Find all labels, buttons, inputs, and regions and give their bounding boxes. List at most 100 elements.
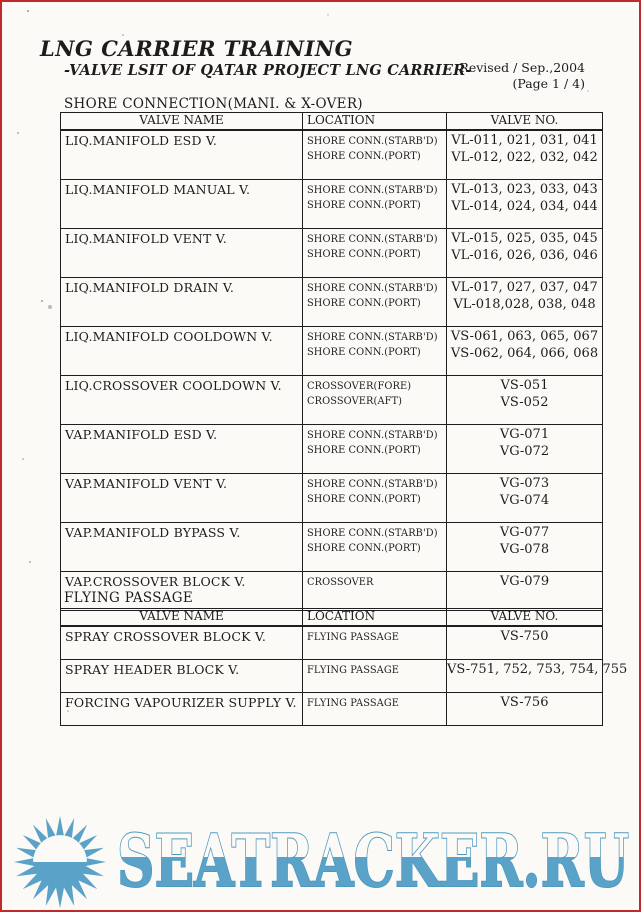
- location-line: SHORE CONN.(STARB'D): [307, 283, 438, 294]
- valve-no-cell: VG-077 VG-078: [446, 522, 603, 572]
- location-cell: SHORE CONN.(STARB'D) SHORE CONN.(PORT): [302, 522, 447, 572]
- scan-noise: [27, 10, 29, 12]
- valve-name-cell: LIQ.MANIFOLD ESD V.: [60, 129, 303, 180]
- valve-name-cell: VAP.CROSSOVER BLOCK V.: [60, 571, 303, 611]
- table-row: VAP.MANIFOLD BYPASS V. SHORE CONN.(STARB…: [60, 522, 603, 572]
- location-line: FLYING PASSAGE: [307, 665, 399, 676]
- location-line: CROSSOVER: [307, 577, 374, 588]
- valve-name-cell: FORCING VAPOURIZER SUPPLY V.: [60, 692, 303, 726]
- table-row: VAP.CROSSOVER BLOCK V. CROSSOVER VG-079: [60, 571, 603, 611]
- valve-no-line: VG-079: [499, 574, 550, 589]
- revision-block: Revised / Sep.,2004 (Page 1 / 4): [459, 60, 585, 92]
- revised-date: Revised / Sep.,2004: [459, 60, 585, 75]
- table-header-row: VALVE NAME LOCATION VALVE NO.: [60, 112, 603, 131]
- column-header-valve-no: VALVE NO.: [446, 608, 603, 627]
- table-row: LIQ.MANIFOLD DRAIN V. SHORE CONN.(STARB'…: [60, 277, 603, 327]
- table-row: SPRAY HEADER BLOCK V. FLYING PASSAGE VS-…: [60, 659, 627, 693]
- location-line: SHORE CONN.(STARB'D): [307, 479, 438, 490]
- location-cell: SHORE CONN.(STARB'D) SHORE CONN.(PORT): [302, 473, 447, 523]
- location-line: CROSSOVER(AFT): [307, 396, 403, 407]
- section-heading-shore-connection: SHORE CONNECTION(MANI. & X-OVER): [64, 96, 363, 112]
- location-cell: SHORE CONN.(STARB'D) SHORE CONN.(PORT): [302, 228, 447, 278]
- valve-no-cell: VS-051 VS-052: [446, 375, 603, 425]
- location-line: FLYING PASSAGE: [307, 632, 399, 643]
- sun-logo-icon: [13, 815, 107, 909]
- location-line: SHORE CONN.(STARB'D): [307, 430, 438, 441]
- valve-no-cell: VS-061, 063, 065, 067 VS-062, 064, 066, 0…: [446, 326, 603, 376]
- valve-no-line: VL-016, 026, 036, 046: [451, 247, 598, 263]
- valve-no-cell: VS-750: [446, 625, 603, 660]
- column-header-valve-name: VALVE NAME: [60, 608, 303, 627]
- location-line: SHORE CONN.(PORT): [307, 200, 421, 211]
- table-row: LIQ.MANIFOLD MANUAL V. SHORE CONN.(STARB…: [60, 179, 603, 229]
- location-cell: CROSSOVER(FORE) CROSSOVER(AFT): [302, 375, 447, 425]
- valve-no-line: VS-062, 064, 066, 068: [450, 345, 599, 361]
- column-header-valve-no: VALVE NO.: [446, 112, 603, 131]
- location-cell: SHORE CONN.(STARB'D) SHORE CONN.(PORT): [302, 326, 447, 376]
- location-line: SHORE CONN.(STARB'D): [307, 185, 438, 196]
- valve-name-cell: VAP.MANIFOLD VENT V.: [60, 473, 303, 523]
- location-cell: CROSSOVER: [302, 571, 447, 611]
- valve-name-cell: LIQ.MANIFOLD COOLDOWN V.: [60, 326, 303, 376]
- location-cell: FLYING PASSAGE: [302, 659, 447, 693]
- document-title: LNG CARRIER TRAINING: [40, 36, 354, 61]
- valve-no-line: VS-756: [500, 695, 549, 710]
- location-cell: SHORE CONN.(STARB'D) SHORE CONN.(PORT): [302, 179, 447, 229]
- valve-no-line: VG-074: [499, 492, 550, 508]
- watermark-text: SEATRACKER.RU: [117, 818, 629, 903]
- location-cell: FLYING PASSAGE: [302, 625, 447, 660]
- valve-name-cell: LIQ.MANIFOLD MANUAL V.: [60, 179, 303, 229]
- table-row: LIQ.CROSSOVER COOLDOWN V. CROSSOVER(FORE…: [60, 375, 603, 425]
- table-row: VAP.MANIFOLD ESD V. SHORE CONN.(STARB'D)…: [60, 424, 603, 474]
- valve-no-line: VG-071: [499, 427, 550, 442]
- location-line: SHORE CONN.(STARB'D): [307, 136, 438, 147]
- seatracker-watermark: SEATRACKER.RU: [4, 814, 637, 910]
- location-line: SHORE CONN.(STARB'D): [307, 234, 438, 245]
- valve-no-line: VL-014, 024, 034, 044: [451, 198, 598, 214]
- valve-no-line: VL-011, 021, 031, 041: [451, 133, 598, 148]
- valve-no-line: VL-012, 022, 032, 042: [451, 149, 598, 165]
- location-line: SHORE CONN.(PORT): [307, 494, 421, 505]
- location-line: SHORE CONN.(PORT): [307, 249, 421, 260]
- valve-no-line: VL-018,028, 038, 048: [453, 296, 596, 312]
- column-header-location: LOCATION: [302, 608, 447, 627]
- column-header-location: LOCATION: [302, 112, 447, 131]
- valve-no-cell: VL-017, 027, 037, 047 VL-018,028, 038, 04…: [446, 277, 603, 327]
- valve-name-cell: SPRAY CROSSOVER BLOCK V.: [60, 625, 303, 660]
- valve-table-1: VALVE NAME LOCATION VALVE NO. LIQ.MANIFO…: [60, 112, 603, 611]
- valve-no-line: VG-073: [499, 476, 550, 491]
- valve-no-line: VS-750: [500, 629, 549, 644]
- location-line: SHORE CONN.(STARB'D): [307, 528, 438, 539]
- column-header-valve-name: VALVE NAME: [60, 112, 303, 131]
- valve-no-line: VS-061, 063, 065, 067: [450, 329, 599, 344]
- valve-no-line: VG-078: [499, 541, 550, 557]
- valve-no-cell: VS-756: [446, 692, 603, 726]
- valve-name-cell: LIQ.MANIFOLD DRAIN V.: [60, 277, 303, 327]
- valve-no-line: VG-077: [499, 525, 550, 540]
- section-heading-flying-passage: FLYING PASSAGE: [64, 590, 194, 606]
- valve-no-line: VL-017, 027, 037, 047: [451, 280, 598, 295]
- valve-name-cell: VAP.MANIFOLD BYPASS V.: [60, 522, 303, 572]
- page-number: (Page 1 / 4): [512, 76, 586, 91]
- valve-no-line: VG-072: [499, 443, 550, 459]
- table-row: VAP.MANIFOLD VENT V. SHORE CONN.(STARB'D…: [60, 473, 603, 523]
- valve-no-cell: VG-079: [446, 571, 603, 611]
- valve-no-cell: VG-071 VG-072: [446, 424, 603, 474]
- sun-dome: [33, 835, 87, 862]
- valve-name-cell: SPRAY HEADER BLOCK V.: [60, 659, 303, 693]
- valve-name-cell: LIQ.CROSSOVER COOLDOWN V.: [60, 375, 303, 425]
- location-cell: SHORE CONN.(STARB'D) SHORE CONN.(PORT): [302, 424, 447, 474]
- location-cell: SHORE CONN.(STARB'D) SHORE CONN.(PORT): [302, 277, 447, 327]
- watermark-text-svg: SEATRACKER.RU: [116, 818, 630, 904]
- location-line: SHORE CONN.(STARB'D): [307, 332, 438, 343]
- location-cell: SHORE CONN.(STARB'D) SHORE CONN.(PORT): [302, 129, 447, 180]
- valve-name-cell: LIQ.MANIFOLD VENT V.: [60, 228, 303, 278]
- location-line: SHORE CONN.(PORT): [307, 543, 421, 554]
- valve-table-2: VALVE NAME LOCATION VALVE NO. SPRAY CROS…: [60, 608, 627, 726]
- table-row: LIQ.MANIFOLD VENT V. SHORE CONN.(STARB'D…: [60, 228, 603, 278]
- valve-no-cell: VS-751, 752, 753, 754, 755: [446, 659, 627, 693]
- valve-no-line: VL-015, 025, 035, 045: [451, 231, 598, 246]
- location-line: SHORE CONN.(PORT): [307, 151, 421, 162]
- table-row: FORCING VAPOURIZER SUPPLY V. FLYING PASS…: [60, 692, 603, 726]
